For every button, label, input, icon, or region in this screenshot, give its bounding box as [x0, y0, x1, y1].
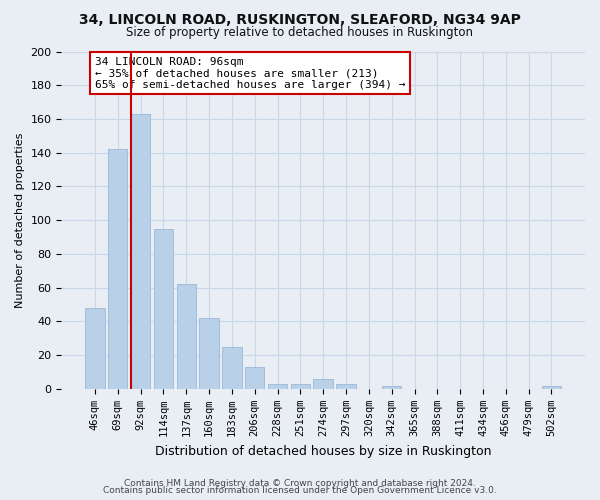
Text: Contains HM Land Registry data © Crown copyright and database right 2024.: Contains HM Land Registry data © Crown c…	[124, 478, 476, 488]
Bar	[176, 284, 196, 389]
Text: 34, LINCOLN ROAD, RUSKINGTON, SLEAFORD, NG34 9AP: 34, LINCOLN ROAD, RUSKINGTON, SLEAFORD, …	[79, 12, 521, 26]
Text: 34 LINCOLN ROAD: 96sqm
← 35% of detached houses are smaller (213)
65% of semi-de: 34 LINCOLN ROAD: 96sqm ← 35% of detached…	[95, 56, 406, 90]
Bar	[313, 379, 333, 389]
Text: Contains public sector information licensed under the Open Government Licence v3: Contains public sector information licen…	[103, 486, 497, 495]
Bar	[382, 386, 401, 389]
Text: Size of property relative to detached houses in Ruskington: Size of property relative to detached ho…	[127, 26, 473, 39]
Bar	[108, 150, 127, 389]
Bar	[290, 384, 310, 389]
Bar	[337, 384, 356, 389]
X-axis label: Distribution of detached houses by size in Ruskington: Distribution of detached houses by size …	[155, 444, 491, 458]
Bar	[542, 386, 561, 389]
Y-axis label: Number of detached properties: Number of detached properties	[15, 132, 25, 308]
Bar	[199, 318, 219, 389]
Bar	[245, 367, 265, 389]
Bar	[131, 114, 150, 389]
Bar	[154, 228, 173, 389]
Bar	[222, 347, 242, 389]
Bar	[85, 308, 104, 389]
Bar	[268, 384, 287, 389]
